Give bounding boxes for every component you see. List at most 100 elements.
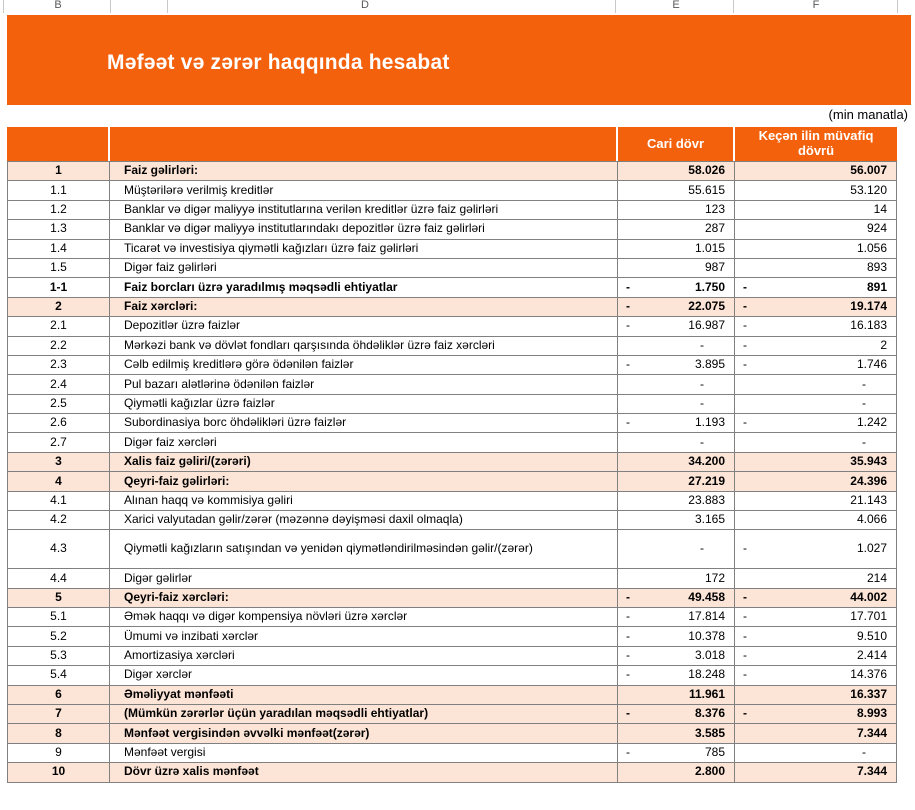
row-label-cell[interactable]: Banklar və digər maliyyə institutlarında…	[110, 220, 618, 240]
previous-period-cell[interactable]: - 44.002	[735, 588, 897, 608]
previous-period-cell[interactable]: -	[735, 394, 897, 415]
table-row[interactable]: 4 Qeyri-faiz gəlirləri: 27.219 24.396	[8, 472, 897, 492]
row-number-cell[interactable]: 8	[8, 724, 110, 744]
previous-period-cell[interactable]: 4.066	[735, 511, 897, 531]
current-period-cell[interactable]: 1.015	[618, 239, 735, 259]
row-number-cell[interactable]: 2.6	[8, 414, 110, 434]
previous-period-cell[interactable]: 16.337	[735, 685, 897, 705]
row-number-cell[interactable]: 1.1	[8, 181, 110, 201]
current-period-cell[interactable]: 123	[618, 200, 735, 221]
current-period-cell[interactable]: - 49.458	[618, 588, 735, 608]
row-number-cell[interactable]: 1.3	[8, 220, 110, 240]
previous-period-cell[interactable]: -	[735, 375, 897, 395]
current-period-cell[interactable]: - 22.075	[618, 297, 735, 318]
table-row[interactable]: 3 Xalis faiz gəliri/(zərəri) 34.200 35.943	[8, 452, 897, 473]
previous-period-cell[interactable]: - 9.510	[735, 627, 897, 647]
table-row[interactable]: 10 Dövr üzrə xalis mənfəət 2.800 7.344	[8, 763, 897, 783]
table-row[interactable]: 2.4 Pul bazarı alətlərinə ödənilən faizlə…	[8, 375, 897, 395]
previous-period-cell[interactable]: - 8.993	[735, 704, 897, 725]
table-row[interactable]: 2.7 Digər faiz xərcləri - -	[8, 433, 897, 453]
row-label-cell[interactable]: Qeyri-faiz xərcləri:	[110, 588, 618, 608]
previous-period-cell[interactable]: - 1.242	[735, 414, 897, 434]
row-label-cell[interactable]: Müştərilərə verilmiş kreditlər	[110, 181, 618, 201]
row-label-cell[interactable]: Cəlb edilmiş kreditlərə görə ödənilən fa…	[110, 355, 618, 376]
current-period-cell[interactable]: 27.219	[618, 472, 735, 492]
header-previous-period[interactable]: Keçən ilin müvafiq dövrü	[735, 127, 897, 161]
row-number-cell[interactable]: 7	[8, 704, 110, 725]
previous-period-cell[interactable]: 1.056	[735, 239, 897, 259]
previous-period-cell[interactable]: 53.120	[735, 181, 897, 201]
table-row[interactable]: 2.1 Depozitlər üzrə faizlər -16.987-16.183	[8, 317, 897, 337]
table-row[interactable]: 2.3 Cəlb edilmiş kreditlərə görə ödənilən…	[8, 355, 897, 376]
table-row[interactable]: 2.6 Subordinasiya borc öhdəlikləri üzrə f…	[8, 414, 897, 434]
previous-period-cell[interactable]: - 1.746	[735, 355, 897, 376]
row-number-cell[interactable]: 4	[8, 472, 110, 492]
row-label-cell[interactable]: Amortizasiya xərcləri	[110, 646, 618, 667]
table-row[interactable]: 6 Əməliyyat mənfəəti 11.961 16.337	[8, 685, 897, 705]
row-number-cell[interactable]: 1.2	[8, 200, 110, 221]
row-label-cell[interactable]: Alınan haqq və kommisiya gəliri	[110, 491, 618, 512]
row-label-cell[interactable]: Əmək haqqı və digər kompensiya növləri ü…	[110, 608, 618, 628]
current-period-cell[interactable]: - 1.193	[618, 414, 735, 434]
previous-period-cell[interactable]: - 891	[735, 278, 897, 298]
row-label-cell[interactable]: Digər faiz xərcləri	[110, 433, 618, 453]
row-label-cell[interactable]: Mərkəzi bank və dövlət fondları qarşısın…	[110, 336, 618, 356]
current-period-cell[interactable]: 55.615	[618, 181, 735, 201]
row-label-cell[interactable]: Banklar və digər maliyyə institutlarına …	[110, 200, 618, 221]
previous-period-cell[interactable]: 214	[735, 569, 897, 589]
row-number-cell[interactable]: 1.4	[8, 239, 110, 259]
previous-period-cell[interactable]: 21.143	[735, 491, 897, 512]
table-row[interactable]: 5.1 Əmək haqqı və digər kompensiya növlər…	[8, 608, 897, 628]
table-row[interactable]: 5.4 Digər xərclər -18.248-14.376	[8, 666, 897, 686]
row-label-cell[interactable]: Əməliyyat mənfəəti	[110, 685, 618, 705]
previous-period-cell[interactable]: 14	[735, 200, 897, 221]
row-label-cell[interactable]: Digər xərclər	[110, 666, 618, 686]
row-label-cell[interactable]: Faiz xərcləri:	[110, 297, 618, 318]
row-number-cell[interactable]: 2.2	[8, 336, 110, 356]
table-row[interactable]: 2.5 Qiymətli kağızlar üzrə faizlər - -	[8, 394, 897, 415]
table-row[interactable]: 8 Mənfəət vergisindən əvvəlki mənfəət(zər…	[8, 724, 897, 744]
previous-period-cell[interactable]: -2	[735, 336, 897, 356]
table-row[interactable]: 1 Faiz gəlirləri: 58.026 56.007	[8, 162, 897, 182]
column-letter-d[interactable]: D	[361, 0, 369, 11]
row-label-cell[interactable]: Ticarət və investisiya qiymətli kağızlar…	[110, 239, 618, 259]
table-row[interactable]: 5 Qeyri-faiz xərcləri: -49.458-44.002	[8, 588, 897, 608]
row-label-cell[interactable]: Xarici valyutadan gəlir/zərər (məzənnə d…	[110, 511, 618, 531]
row-number-cell[interactable]: 9	[8, 743, 110, 764]
previous-period-cell[interactable]: -	[735, 743, 897, 764]
row-number-cell[interactable]: 1.5	[8, 258, 110, 279]
column-letter-b[interactable]: B	[54, 0, 62, 11]
table-row[interactable]: 4.4 Digər gəlirlər 172 214	[8, 569, 897, 589]
row-label-cell[interactable]: Faiz gəlirləri:	[110, 162, 618, 182]
table-row[interactable]: 1.3 Banklar və digər maliyyə institutları…	[8, 220, 897, 240]
previous-period-cell[interactable]: 7.344	[735, 724, 897, 744]
previous-period-cell[interactable]: - 19.174	[735, 297, 897, 318]
row-label-cell[interactable]: Digər faiz gəlirləri	[110, 258, 618, 279]
row-label-cell[interactable]: Depozitlər üzrə faizlər	[110, 317, 618, 337]
row-number-cell[interactable]: 1-1	[8, 278, 110, 298]
previous-period-cell[interactable]: - 1.027	[735, 530, 897, 570]
row-number-cell[interactable]: 5.1	[8, 608, 110, 628]
row-number-cell[interactable]: 4.2	[8, 511, 110, 531]
table-row[interactable]: 7 (Mümkün zərərlər üçün yaradılan məqsədl…	[8, 704, 897, 725]
current-period-cell[interactable]: 23.883	[618, 491, 735, 512]
table-row[interactable]: 1-1 Faiz borcları üzrə yaradılmış məqsədl…	[8, 278, 897, 298]
current-period-cell[interactable]: - 3.018	[618, 646, 735, 667]
row-number-cell[interactable]: 4.3	[8, 530, 110, 570]
previous-period-cell[interactable]: - 14.376	[735, 666, 897, 686]
row-number-cell[interactable]: 2.7	[8, 433, 110, 453]
current-period-cell[interactable]: -	[618, 375, 735, 395]
header-description[interactable]	[110, 127, 618, 161]
column-letter-e[interactable]: E	[672, 0, 680, 11]
current-period-cell[interactable]: -	[618, 394, 735, 415]
row-label-cell[interactable]: Qeyri-faiz gəlirləri:	[110, 472, 618, 492]
row-number-cell[interactable]: 2.4	[8, 375, 110, 395]
current-period-cell[interactable]: 3.165	[618, 511, 735, 531]
row-number-cell[interactable]: 2.1	[8, 317, 110, 337]
current-period-cell[interactable]: -	[618, 336, 735, 356]
current-period-cell[interactable]: 3.585	[618, 724, 735, 744]
row-number-cell[interactable]: 2	[8, 297, 110, 318]
row-number-cell[interactable]: 5.4	[8, 666, 110, 686]
previous-period-cell[interactable]: 893	[735, 258, 897, 279]
current-period-cell[interactable]: -	[618, 433, 735, 453]
